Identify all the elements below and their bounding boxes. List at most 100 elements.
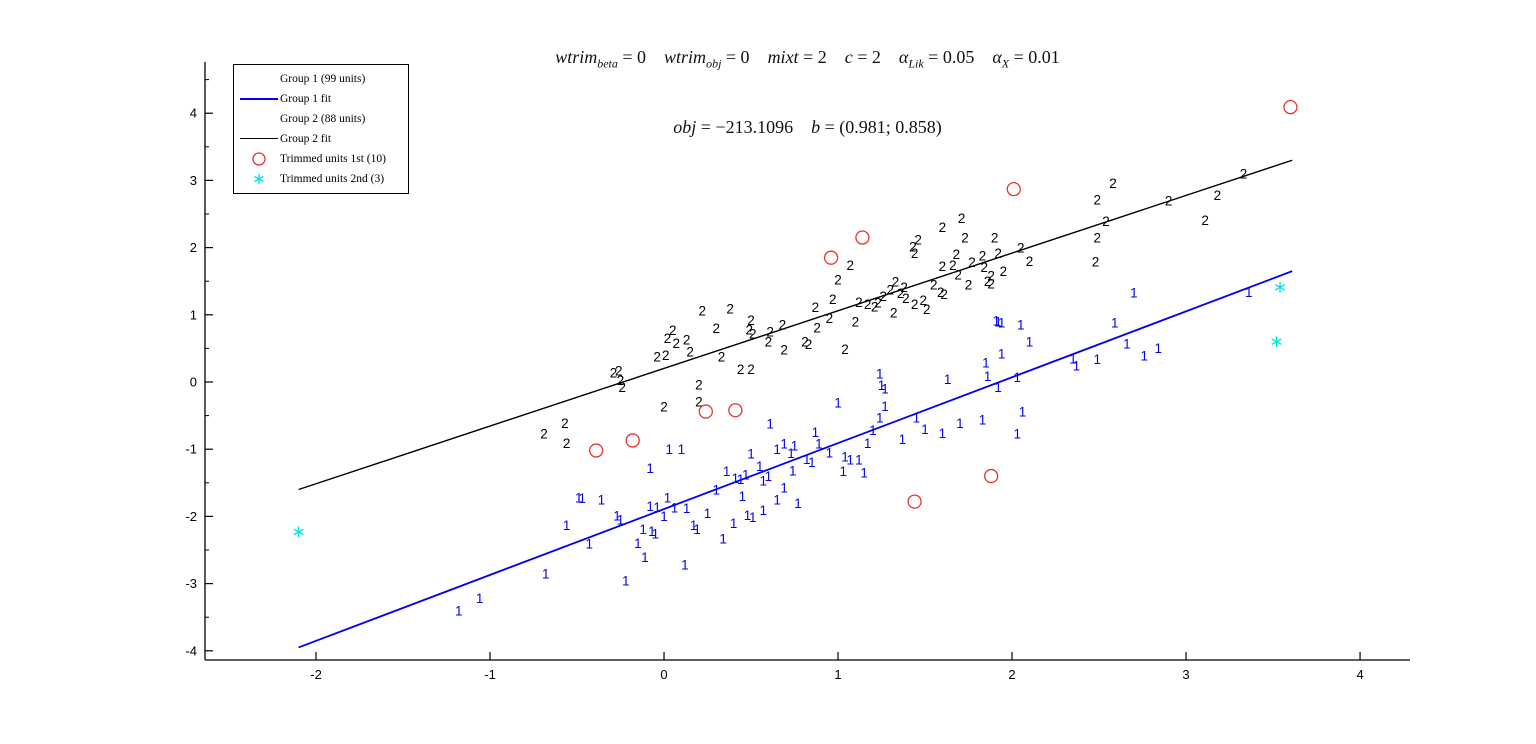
data-point-group1: 1 bbox=[678, 442, 686, 457]
data-point-group1: 1 bbox=[578, 491, 586, 506]
data-point-group1: 1 bbox=[773, 442, 781, 457]
data-point-group2: 2 bbox=[914, 232, 922, 247]
data-point-group1: 1 bbox=[742, 468, 750, 483]
data-point-group2: 2 bbox=[660, 400, 668, 415]
data-point-group2: 2 bbox=[968, 255, 976, 270]
data-point-group2: 2 bbox=[686, 345, 694, 360]
plot-title-line1: wtrimbeta = 0 wtrimobj = 0 mixt = 2 c = … bbox=[205, 47, 1410, 75]
data-point-group1: 1 bbox=[719, 531, 727, 546]
data-point-group2: 2 bbox=[980, 260, 988, 275]
data-point-group2: 2 bbox=[669, 323, 677, 338]
plot-title: wtrimbeta = 0 wtrimobj = 0 mixt = 2 c = … bbox=[205, 5, 1410, 180]
data-point-group1: 1 bbox=[921, 422, 929, 437]
legend-line bbox=[240, 98, 278, 100]
legend-item: Trimmed units 2nd (3) bbox=[238, 169, 404, 189]
title-token: α bbox=[992, 47, 1002, 67]
data-point-group2: 2 bbox=[994, 246, 1002, 261]
data-point-group1: 1 bbox=[455, 603, 463, 618]
data-point-group1: 1 bbox=[665, 442, 673, 457]
title-token: X bbox=[1001, 56, 1010, 71]
data-point-group1: 1 bbox=[730, 516, 738, 531]
data-point-group1: 1 bbox=[476, 591, 484, 606]
data-point-group2: 2 bbox=[617, 373, 625, 388]
title-token: = 0.01 bbox=[1009, 47, 1060, 67]
y-tick-label: -2 bbox=[185, 509, 197, 524]
data-point-group2: 2 bbox=[949, 258, 957, 273]
data-point-group1: 1 bbox=[876, 410, 884, 425]
data-point-group2: 2 bbox=[939, 259, 947, 274]
legend-item-label: Trimmed units 2nd (3) bbox=[280, 173, 385, 185]
data-point-group2: 2 bbox=[726, 302, 734, 317]
data-point-group1: 1 bbox=[690, 518, 698, 533]
data-point-group1: 1 bbox=[1073, 359, 1081, 374]
legend-item-label: Group 1 fit bbox=[280, 93, 332, 105]
data-point-group2: 2 bbox=[699, 304, 707, 319]
data-point-group1: 1 bbox=[780, 480, 788, 495]
title-token: mixt bbox=[767, 47, 799, 67]
data-point-group2: 2 bbox=[1026, 254, 1034, 269]
data-point-group1: 1 bbox=[704, 506, 712, 521]
data-point-group2: 2 bbox=[841, 342, 849, 357]
data-point-group2: 2 bbox=[991, 230, 999, 245]
data-point-group1: 1 bbox=[598, 492, 606, 507]
data-point-group1: 1 bbox=[956, 416, 964, 431]
data-point-group2: 2 bbox=[987, 269, 995, 284]
data-point-group1: 1 bbox=[993, 314, 1001, 329]
data-point-group2: 2 bbox=[749, 326, 757, 341]
data-point-group1: 1 bbox=[639, 522, 647, 537]
x-tick-label: 1 bbox=[834, 667, 841, 682]
data-point-group2: 2 bbox=[834, 273, 842, 288]
data-point-group1: 1 bbox=[841, 449, 849, 464]
data-point-group1: 1 bbox=[1026, 334, 1034, 349]
data-point-group2: 2 bbox=[953, 247, 961, 262]
data-point-group2: 2 bbox=[920, 293, 928, 308]
data-point-group1: 1 bbox=[693, 522, 701, 537]
title-token: = (0.981; 0.858) bbox=[820, 116, 942, 137]
legend-item-label: Group 2 fit bbox=[280, 133, 332, 145]
data-point-group1: 1 bbox=[773, 492, 781, 507]
data-point-group1: 1 bbox=[899, 432, 907, 447]
trimmed-unit-1st-marker bbox=[625, 433, 640, 448]
data-point-group1: 1 bbox=[744, 508, 752, 523]
data-point-group2: 2 bbox=[1214, 188, 1222, 203]
data-point-group1: 1 bbox=[944, 372, 952, 387]
x-tick-label: 3 bbox=[1182, 667, 1189, 682]
data-point-group2: 2 bbox=[805, 337, 813, 352]
data-point-group1: 1 bbox=[1123, 336, 1131, 351]
y-tick-label: -4 bbox=[185, 643, 197, 658]
data-point-group2: 2 bbox=[801, 334, 809, 349]
data-point-group2: 2 bbox=[930, 277, 938, 292]
data-point-group1: 1 bbox=[1014, 370, 1022, 385]
title-token: = 0 bbox=[617, 47, 647, 67]
title-token: = 0.05 bbox=[923, 47, 975, 67]
data-point-group1: 1 bbox=[984, 369, 992, 384]
asterisk-glyph bbox=[254, 173, 264, 185]
data-point-group1: 1 bbox=[732, 471, 740, 486]
legend-circle-icon bbox=[238, 151, 280, 167]
x-tick-label: 0 bbox=[660, 667, 667, 682]
data-point-group2: 2 bbox=[829, 292, 837, 307]
data-point-group1: 1 bbox=[634, 536, 642, 551]
data-point-group1: 1 bbox=[787, 446, 795, 461]
trimmed-unit-1st-marker bbox=[855, 230, 870, 245]
circle-glyph bbox=[252, 152, 266, 166]
data-point-group1: 1 bbox=[681, 558, 689, 573]
data-point-group1: 1 bbox=[791, 439, 799, 454]
data-point-group1: 1 bbox=[660, 509, 668, 524]
data-point-group1: 1 bbox=[1141, 349, 1149, 364]
data-point-group1: 1 bbox=[613, 509, 621, 524]
data-point-group1: 1 bbox=[563, 518, 571, 533]
data-point-group2: 2 bbox=[979, 248, 987, 263]
data-point-group1: 1 bbox=[542, 566, 550, 581]
data-point-group1: 1 bbox=[585, 537, 593, 552]
y-tick-label: 1 bbox=[190, 307, 197, 322]
data-point-group1: 1 bbox=[826, 445, 834, 460]
data-point-group1: 1 bbox=[864, 436, 872, 451]
data-point-group2: 2 bbox=[747, 362, 755, 377]
data-point-group1: 1 bbox=[765, 469, 773, 484]
data-point-group2: 2 bbox=[911, 246, 919, 261]
data-point-group2: 2 bbox=[766, 324, 774, 339]
trimmed-unit-1st-marker bbox=[728, 403, 743, 418]
data-point-group2: 2 bbox=[695, 377, 703, 392]
